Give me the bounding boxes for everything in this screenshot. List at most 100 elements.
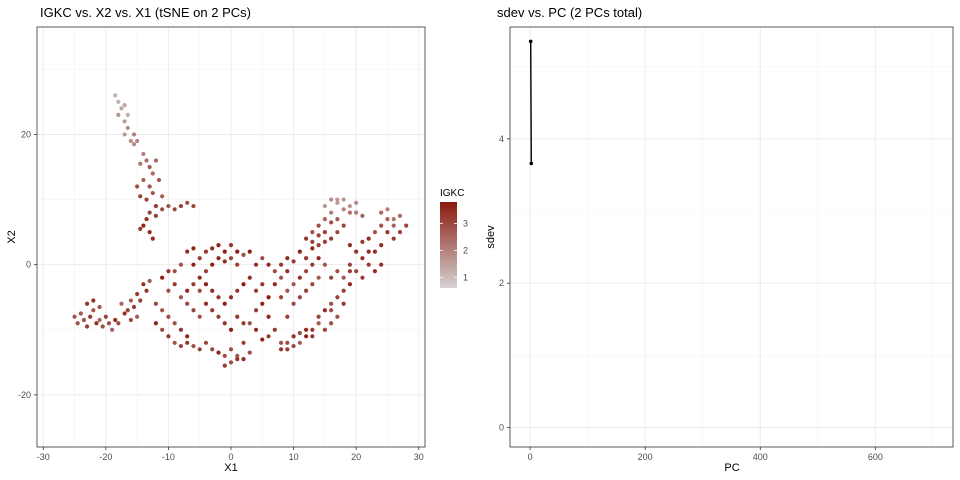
data-point [303,288,309,293]
legend-title: IGKC [440,188,464,199]
data-point [241,356,246,362]
x-tick-label: -30 [37,452,50,462]
data-point [360,275,365,280]
data-point [216,295,221,300]
data-point [266,295,271,300]
legend-colorbar [440,202,457,288]
data-point [310,246,315,251]
data-point [128,317,133,323]
data-point [210,246,215,251]
y-tick-label: 0 [499,423,504,433]
scatter-x-ticks: -30 -20 -10 0 10 20 30 [37,447,424,462]
data-point [354,249,359,254]
data-point [106,321,112,326]
data-point [228,295,234,300]
data-point [360,256,365,261]
data-point [354,210,359,215]
data-point [310,239,315,244]
data-point [266,334,271,339]
data-point [247,249,252,254]
y-tick-label: 2 [499,278,504,288]
data-point [135,184,140,189]
scatter-x-label: X1 [224,462,237,474]
x-tick-label: -10 [162,452,175,462]
sdev-y-label: sdev [485,225,497,249]
data-point [291,282,296,287]
data-point [291,301,296,306]
data-point [72,314,77,319]
data-point [160,207,165,212]
data-point [125,125,130,131]
data-point [222,353,227,358]
data-point [291,334,296,339]
data-point [166,314,171,319]
legend-tick-label: 3 [463,219,468,229]
data-point [354,269,359,274]
data-point [310,282,315,287]
data-point [228,243,234,248]
data-point [247,275,252,280]
data-point [153,213,159,218]
data-point [185,334,190,339]
data-point [347,243,353,248]
data-point [228,347,234,352]
data-point [260,256,265,261]
data-point [75,321,80,326]
data-point [260,337,265,342]
data-point [147,210,152,215]
data-point [316,256,321,261]
data-point [366,236,371,241]
data-point [113,317,118,323]
data-point [119,106,124,111]
data-point [216,243,221,248]
data-point [135,291,140,297]
data-point [228,327,234,332]
data-point [119,301,124,306]
data-point [329,220,334,225]
data-point [260,301,265,306]
data-point [185,340,190,345]
data-point [354,200,359,205]
data-point [397,230,403,235]
data-point [191,246,196,251]
data-point [131,132,137,137]
data-point [278,275,284,280]
sdev-panel-border [509,26,954,448]
data-point [235,262,240,267]
data-point [347,262,353,267]
data-point [197,275,202,280]
data-point [122,132,127,137]
data-point [360,213,365,218]
data-point [379,223,384,228]
data-point [144,288,149,293]
data-point [372,230,378,235]
sdev-point [529,161,534,166]
data-point [178,327,184,332]
data-point [329,321,334,326]
data-point [316,233,321,238]
data-point [160,194,165,199]
y-tick-label: 20 [21,129,31,139]
sdev-point [528,39,533,44]
data-point [372,269,378,274]
data-point [203,301,209,306]
data-point [97,317,102,323]
data-point [329,210,334,215]
data-point [303,334,309,339]
data-point [341,223,346,228]
sdev-y-ticks: 0 2 4 [499,134,510,433]
data-point [178,343,184,349]
data-point [391,216,396,222]
data-point [303,269,309,274]
legend-ticks: 1 2 3 [440,219,468,282]
data-point [366,249,371,254]
data-point [122,311,127,316]
data-point [310,334,315,339]
data-point [144,197,149,202]
data-point [235,288,240,293]
data-point [116,99,121,104]
data-point [135,314,140,319]
data-point [185,249,190,254]
data-point [153,203,159,209]
data-point [160,327,165,332]
